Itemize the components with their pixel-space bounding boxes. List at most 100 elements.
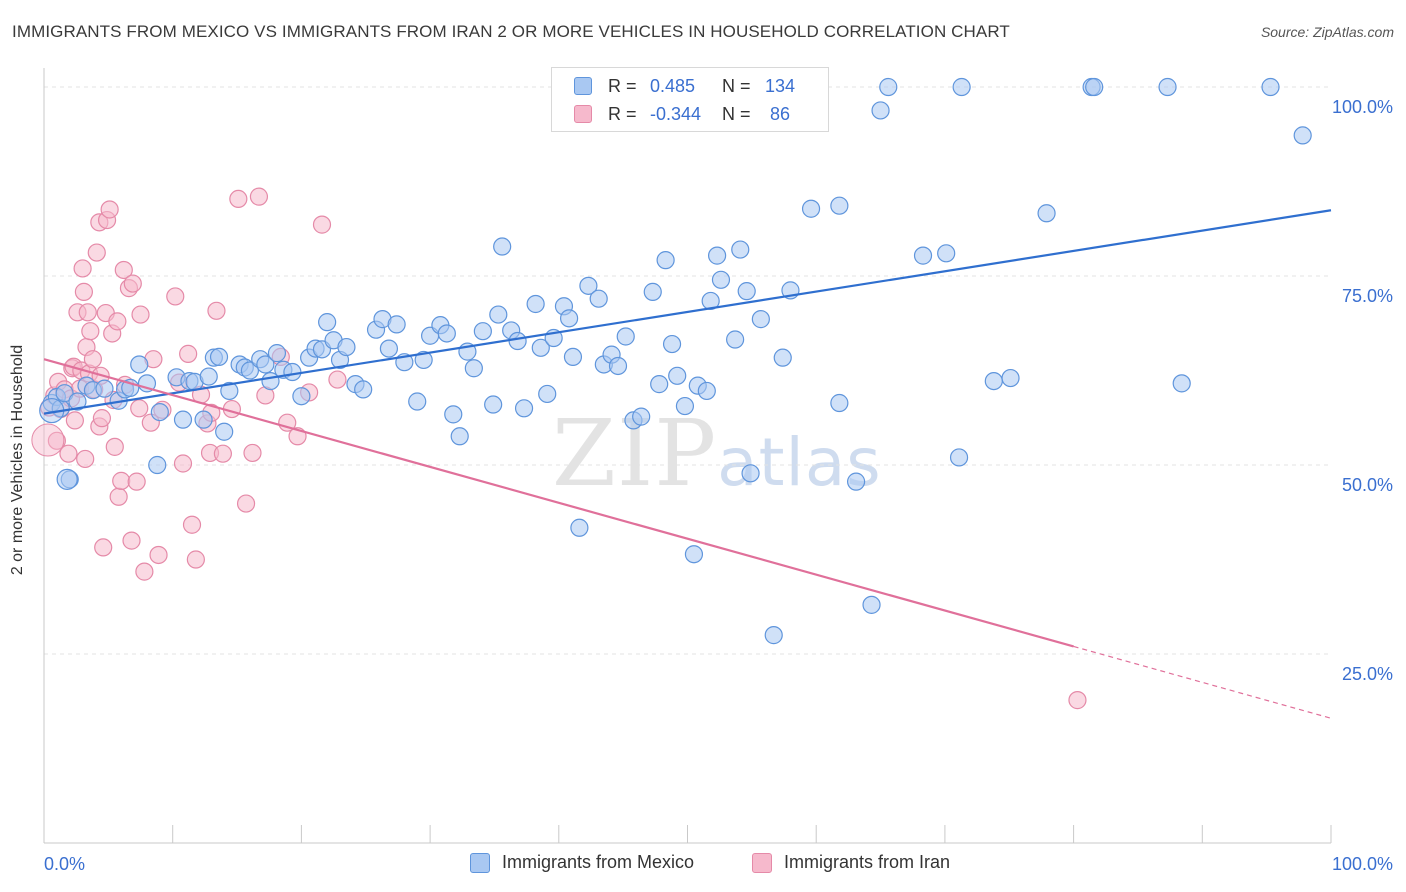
- iran-point: [130, 399, 149, 418]
- mexico-point: [684, 545, 704, 564]
- iran-point: [74, 282, 93, 301]
- mexico-point: [937, 244, 956, 263]
- iran-point: [108, 312, 127, 331]
- iran-point: [114, 260, 133, 280]
- x-tick-label: 0.0%: [44, 854, 85, 874]
- iran-point: [47, 431, 66, 450]
- mexico-point: [484, 395, 503, 414]
- iran-point: [131, 305, 150, 324]
- mexico-point: [1037, 204, 1056, 223]
- mexico-point: [643, 282, 662, 301]
- mexico-point: [949, 448, 969, 467]
- mexico-swatch: [574, 77, 592, 95]
- mexico-point: [240, 361, 260, 380]
- mexico-point: [871, 101, 890, 120]
- mexico-point: [589, 289, 608, 308]
- iran-trendline-extension: [1073, 645, 1332, 719]
- iran-point: [122, 531, 141, 550]
- iran-point: [236, 494, 256, 513]
- mexico-point: [450, 427, 469, 446]
- mexico-point: [514, 399, 534, 418]
- mexico-point: [830, 393, 849, 413]
- y-tick-label: 100.0%: [1332, 97, 1393, 117]
- y-tick-label: 50.0%: [1342, 475, 1393, 495]
- mexico-point: [711, 270, 731, 289]
- mexico-point: [675, 396, 695, 416]
- mexico-legend-swatch: [470, 852, 490, 873]
- bottom-legend-iran: Immigrants from Iran: [752, 852, 950, 873]
- mexico-point: [608, 356, 628, 376]
- mexico-point: [650, 375, 669, 394]
- chart-title: IMMIGRANTS FROM MEXICO VS IMMIGRANTS FRO…: [12, 22, 1010, 41]
- mexico-point: [726, 330, 745, 349]
- iran-point: [112, 471, 131, 490]
- mexico-point: [473, 322, 492, 341]
- iran-point: [65, 411, 84, 430]
- mexico-point: [656, 251, 675, 270]
- iran-point: [92, 409, 112, 428]
- bottom-legend-mexico: Immigrants from Mexico: [470, 852, 694, 873]
- mexico-point: [464, 359, 483, 378]
- mexico-point: [199, 367, 218, 386]
- mexico-point: [668, 366, 687, 385]
- iran-point: [249, 187, 269, 206]
- mexico-point: [209, 347, 229, 367]
- mexico-point: [194, 410, 213, 429]
- mexico-point: [1158, 77, 1177, 97]
- source-label: Source: ZipAtlas.com: [1260, 24, 1394, 40]
- r-label: R =: [608, 75, 637, 96]
- y-tick-label: 25.0%: [1342, 664, 1393, 684]
- mexico-point: [220, 381, 239, 401]
- mexico-point: [570, 518, 589, 537]
- mexico-r-value: 0.485: [650, 75, 696, 96]
- mexico-point: [215, 422, 234, 441]
- mexico-point: [984, 371, 1003, 391]
- mexico-legend-label: Immigrants from Mexico: [502, 852, 695, 872]
- y-axis-label: 2 or more Vehicles in Household: [9, 344, 26, 576]
- mexico-point: [879, 77, 898, 97]
- mexico-point: [95, 379, 114, 398]
- mexico-point: [632, 407, 651, 426]
- n-label: N =: [722, 75, 751, 96]
- mexico-point: [538, 384, 557, 404]
- correlation-legend: R = 0.485 N = 134 R = -0.344 N = 86: [551, 67, 829, 132]
- n-label: N =: [722, 103, 751, 124]
- r-label: R =: [608, 103, 637, 124]
- iran-point: [328, 370, 347, 389]
- iran-point: [243, 443, 262, 463]
- iran-point: [83, 350, 103, 369]
- mexico-point: [952, 77, 971, 97]
- mexico-point: [1261, 77, 1280, 97]
- mexico-point: [697, 381, 716, 401]
- mexico-point: [741, 464, 760, 483]
- mexico-point: [444, 405, 463, 424]
- iran-legend-label: Immigrants from Iran: [784, 852, 951, 872]
- mexico-point: [414, 350, 433, 370]
- mexico-point: [489, 305, 508, 324]
- iran-point: [1068, 691, 1087, 710]
- iran-swatch: [574, 105, 592, 123]
- mexico-point: [751, 310, 770, 329]
- iran-point: [31, 423, 65, 457]
- mexico-point: [130, 355, 149, 374]
- iran-point: [109, 487, 128, 506]
- mexico-point: [68, 392, 87, 411]
- iran-point: [207, 301, 226, 320]
- legend-row-mexico: R = 0.485 N = 134: [574, 74, 802, 98]
- mexico-point: [1001, 368, 1020, 388]
- mexico-point: [493, 237, 512, 256]
- iran-point: [76, 449, 95, 469]
- mexico-n-value: 134: [764, 75, 796, 96]
- mexico-point: [292, 387, 311, 406]
- iran-point: [179, 344, 198, 363]
- legend-row-iran: R = -0.344 N = 86: [574, 102, 802, 126]
- iran-point: [73, 259, 92, 278]
- mexico-point: [773, 348, 792, 367]
- iran-point: [173, 454, 193, 473]
- x-tick-label: 100.0%: [1332, 854, 1393, 874]
- iran-point: [127, 472, 146, 491]
- mexico-point: [267, 344, 287, 363]
- iran-point: [59, 444, 78, 463]
- mexico-point: [337, 337, 356, 357]
